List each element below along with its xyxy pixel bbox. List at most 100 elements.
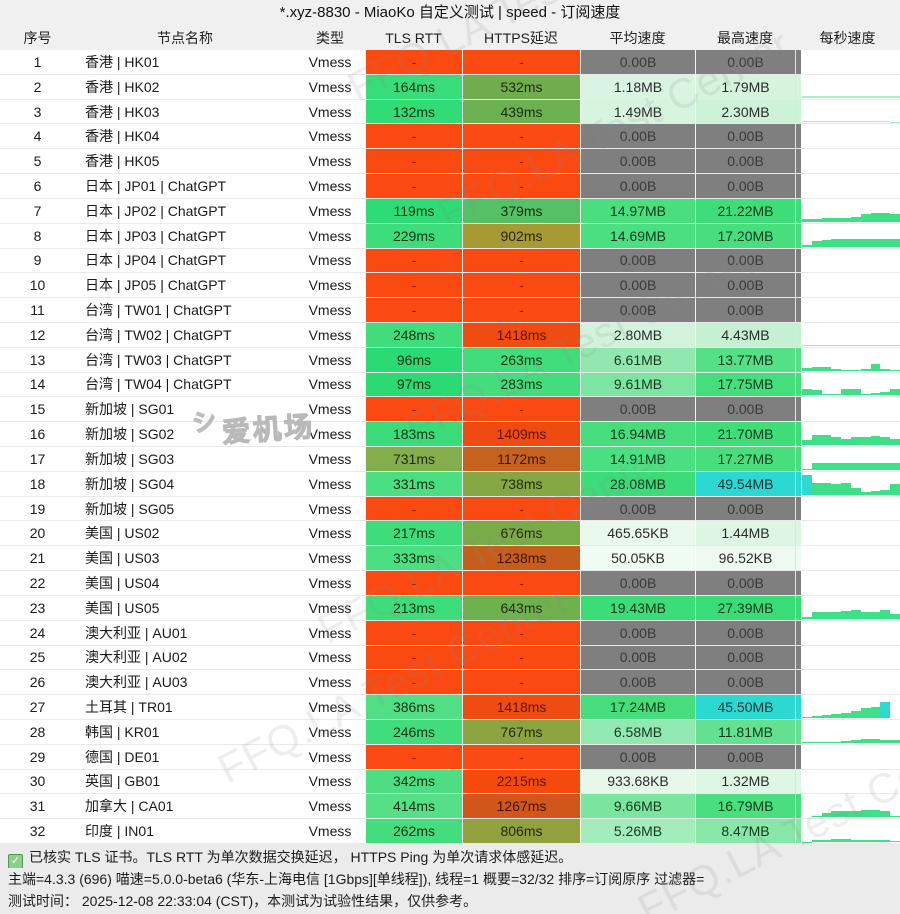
tls-rtt-cell: - xyxy=(365,298,462,322)
node-name-cell: 美国 | US05 xyxy=(85,599,160,616)
per-second-speed-cell xyxy=(795,248,900,273)
node-name-cell: 香港 | HK01 xyxy=(85,53,160,70)
row-index-cell: 5 xyxy=(33,153,42,170)
max-speed-color-strip xyxy=(796,149,801,174)
table-header: 序号 节点名称 类型 TLS RTT HTTPS延迟 平均速度 最高速度 每秒速… xyxy=(0,25,900,50)
per-second-speed-cell xyxy=(795,149,900,174)
per-second-speed-cell xyxy=(795,521,900,546)
node-type-cell: Vmess xyxy=(308,53,352,70)
table-row: 24 澳大利亚 | AU01 Vmess - -0.00B 0.00B xyxy=(0,620,900,646)
https-delay-cell: - xyxy=(462,645,580,670)
col-header-https-delay: HTTPS延迟 xyxy=(484,29,558,46)
per-second-speed-cell xyxy=(795,124,900,149)
node-type-cell: Vmess xyxy=(308,128,352,145)
speed-sparkline xyxy=(802,472,900,495)
avg-speed-cell: 14.91MB xyxy=(580,447,695,471)
https-delay-cell: - xyxy=(462,571,580,595)
speed-sparkline xyxy=(802,770,900,793)
node-name-cell: 日本 | JP04 | ChatGPT xyxy=(85,252,227,269)
node-type-cell: Vmess xyxy=(308,699,352,716)
node-name-cell: 台湾 | TW04 | ChatGPT xyxy=(85,376,232,393)
tls-rtt-cell: - xyxy=(365,397,462,422)
https-delay-cell: 806ms xyxy=(462,819,580,843)
node-name-cell: 香港 | HK03 xyxy=(85,103,160,120)
speed-sparkline xyxy=(802,646,900,669)
tls-rtt-cell: 386ms xyxy=(365,695,462,719)
speed-sparkline xyxy=(802,397,900,420)
max-speed-color-strip xyxy=(796,546,801,571)
per-second-speed-cell xyxy=(795,273,900,298)
per-second-speed-cell xyxy=(795,819,900,843)
speed-sparkline xyxy=(802,75,900,98)
speed-sparkline xyxy=(802,521,900,544)
node-type-cell: Vmess xyxy=(308,599,352,616)
node-type-cell: Vmess xyxy=(308,426,352,443)
speed-sparkline xyxy=(802,497,900,520)
max-speed-cell: 4.43MB xyxy=(695,322,795,347)
speed-sparkline xyxy=(802,50,900,73)
table-row: 29 德国 | DE01 Vmess - -0.00B 0.00B xyxy=(0,744,900,770)
table-row: 12 台湾 | TW02 | ChatGPT Vmess 248ms 1418ms 2.8… xyxy=(0,322,900,348)
max-speed-color-strip xyxy=(796,521,801,546)
https-delay-cell: - xyxy=(462,670,580,695)
max-speed-cell: 0.00B xyxy=(695,744,795,769)
tls-rtt-cell: 213ms xyxy=(365,595,462,620)
avg-speed-cell: 0.00B xyxy=(580,248,695,273)
per-second-speed-cell xyxy=(795,620,900,645)
row-index-cell: 27 xyxy=(29,699,46,716)
https-delay-cell: - xyxy=(462,620,580,645)
tls-rtt-cell: 731ms xyxy=(365,447,462,471)
max-speed-color-strip xyxy=(796,769,801,794)
node-name-cell: 新加坡 | SG03 xyxy=(85,450,175,467)
node-name-cell: 日本 | JP05 | ChatGPT xyxy=(85,277,227,294)
per-second-speed-cell xyxy=(795,769,900,794)
table-row: 4 香港 | HK04 Vmess - -0.00B 0.00B xyxy=(0,124,900,150)
tls-rtt-cell: 96ms xyxy=(365,347,462,372)
tls-rtt-cell: 132ms xyxy=(365,99,462,124)
table-row: 15 新加坡 | SG01 Vmess - -0.00B 0.00B xyxy=(0,397,900,423)
avg-speed-cell: 0.00B xyxy=(580,397,695,422)
table-row: 28 韩国 | KR01 Vmess 246ms 767ms 6.58MB 11.81MB xyxy=(0,719,900,745)
row-index-cell: 24 xyxy=(29,624,46,641)
node-name-cell: 香港 | HK05 xyxy=(85,153,160,170)
tls-rtt-cell: - xyxy=(365,620,462,645)
avg-speed-cell: 0.00B xyxy=(580,620,695,645)
verified-check-icon: ✓ xyxy=(8,854,23,868)
https-delay-cell: - xyxy=(462,149,580,174)
node-type-cell: Vmess xyxy=(308,550,352,567)
table-row: 13 台湾 | TW03 | ChatGPT Vmess 96ms 263ms 6.61M… xyxy=(0,347,900,373)
node-type-cell: Vmess xyxy=(308,177,352,194)
table-row: 20 美国 | US02 Vmess 217ms 676ms 465.65KB 1.44MB xyxy=(0,521,900,547)
node-name-cell: 美国 | US03 xyxy=(85,550,160,567)
node-type-cell: Vmess xyxy=(308,302,352,319)
node-name-cell: 香港 | HK04 xyxy=(85,128,160,145)
avg-speed-cell: 6.58MB xyxy=(580,719,695,744)
node-type-cell: Vmess xyxy=(308,202,352,219)
node-name-cell: 新加坡 | SG04 xyxy=(85,475,175,492)
speed-sparkline xyxy=(802,323,900,346)
table-row: 19 新加坡 | SG05 Vmess - -0.00B 0.00B xyxy=(0,496,900,522)
avg-speed-cell: 17.24MB xyxy=(580,695,695,719)
row-index-cell: 19 xyxy=(29,500,46,517)
node-type-cell: Vmess xyxy=(308,475,352,492)
max-speed-cell: 0.00B xyxy=(695,124,795,149)
table-row: 8 日本 | JP03 | ChatGPT Vmess 229ms 902ms 14.69… xyxy=(0,223,900,249)
max-speed-color-strip xyxy=(796,273,801,298)
max-speed-color-strip xyxy=(796,620,801,645)
avg-speed-cell: 9.66MB xyxy=(580,794,695,819)
https-delay-cell: - xyxy=(462,124,580,149)
tls-rtt-cell: - xyxy=(365,149,462,174)
avg-speed-cell: 9.61MB xyxy=(580,372,695,397)
table-row: 6 日本 | JP01 | ChatGPT Vmess - -0.00B 0.00B xyxy=(0,174,900,199)
per-second-speed-cell xyxy=(795,546,900,571)
tls-rtt-cell: 262ms xyxy=(365,819,462,843)
max-speed-color-strip xyxy=(796,744,801,769)
node-name-cell: 日本 | JP03 | ChatGPT xyxy=(85,227,227,244)
tls-rtt-cell: 248ms xyxy=(365,322,462,347)
per-second-speed-cell xyxy=(795,695,900,719)
footer-line-tls: ✓ 已核实 TLS 证书。TLS RTT 为单次数据交换延迟， HTTPS Pin… xyxy=(8,846,900,868)
table-row: 14 台湾 | TW04 | ChatGPT Vmess 97ms 283ms 9.61M… xyxy=(0,372,900,398)
row-index-cell: 14 xyxy=(29,376,46,393)
row-index-cell: 10 xyxy=(29,277,46,294)
tls-rtt-cell: - xyxy=(365,273,462,298)
